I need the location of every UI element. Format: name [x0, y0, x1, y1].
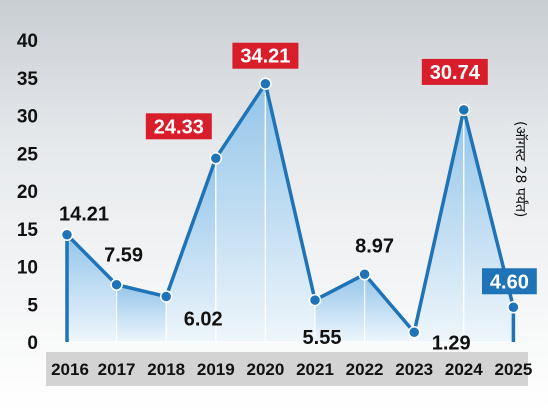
y-tick-label: 10	[17, 258, 38, 279]
data-point	[507, 301, 520, 314]
x-tick-label: 2020	[246, 360, 284, 379]
data-label: 14.21	[59, 204, 109, 226]
x-axis-band	[46, 352, 528, 386]
data-point	[209, 152, 223, 165]
data-label: 4.60	[490, 271, 529, 293]
y-tick-label: 5	[27, 295, 38, 316]
highlight-label-box	[145, 113, 212, 140]
data-label: 6.02	[184, 309, 223, 331]
highlight-label-box	[232, 42, 299, 69]
data-point	[159, 290, 173, 303]
x-tick-label: 2021	[296, 360, 334, 379]
y-tick-label: 15	[17, 220, 39, 241]
data-point	[110, 278, 123, 291]
x-tick-label: 2019	[197, 360, 235, 379]
data-point	[407, 326, 421, 339]
data-point	[60, 228, 74, 241]
data-label: 34.21	[240, 46, 290, 68]
data-label: 1.29	[432, 332, 471, 354]
highlight-label-box	[421, 58, 488, 85]
data-point	[259, 77, 272, 90]
x-tick-label: 2024	[445, 360, 483, 379]
data-label: 8.97	[355, 235, 394, 257]
highlight-label-box	[482, 268, 537, 295]
y-tick-label: 35	[17, 69, 39, 90]
y-tick-label: 25	[17, 144, 39, 165]
data-label: 24.33	[154, 116, 204, 138]
x-tick-label: 2018	[147, 360, 185, 379]
y-tick-label: 0	[27, 333, 38, 354]
data-label: 30.74	[430, 62, 481, 84]
y-tick-label: 40	[17, 31, 38, 52]
date-note: (ऑगस्ट 28 पर्यंत)	[512, 121, 529, 217]
series-line	[65, 81, 516, 335]
x-tick-label: 2023	[395, 360, 433, 379]
y-tick-label: 20	[17, 182, 38, 203]
x-tick-label: 2022	[346, 360, 384, 379]
x-tick-label: 2017	[98, 360, 136, 379]
y-tick-label: 30	[17, 107, 38, 128]
data-label: 7.59	[104, 245, 143, 267]
data-label: 5.55	[303, 327, 342, 349]
data-point	[457, 103, 471, 117]
x-tick-label: 2025	[494, 360, 532, 379]
x-tick-label: 2016	[51, 360, 89, 379]
data-point	[308, 293, 322, 307]
data-point	[358, 268, 371, 281]
